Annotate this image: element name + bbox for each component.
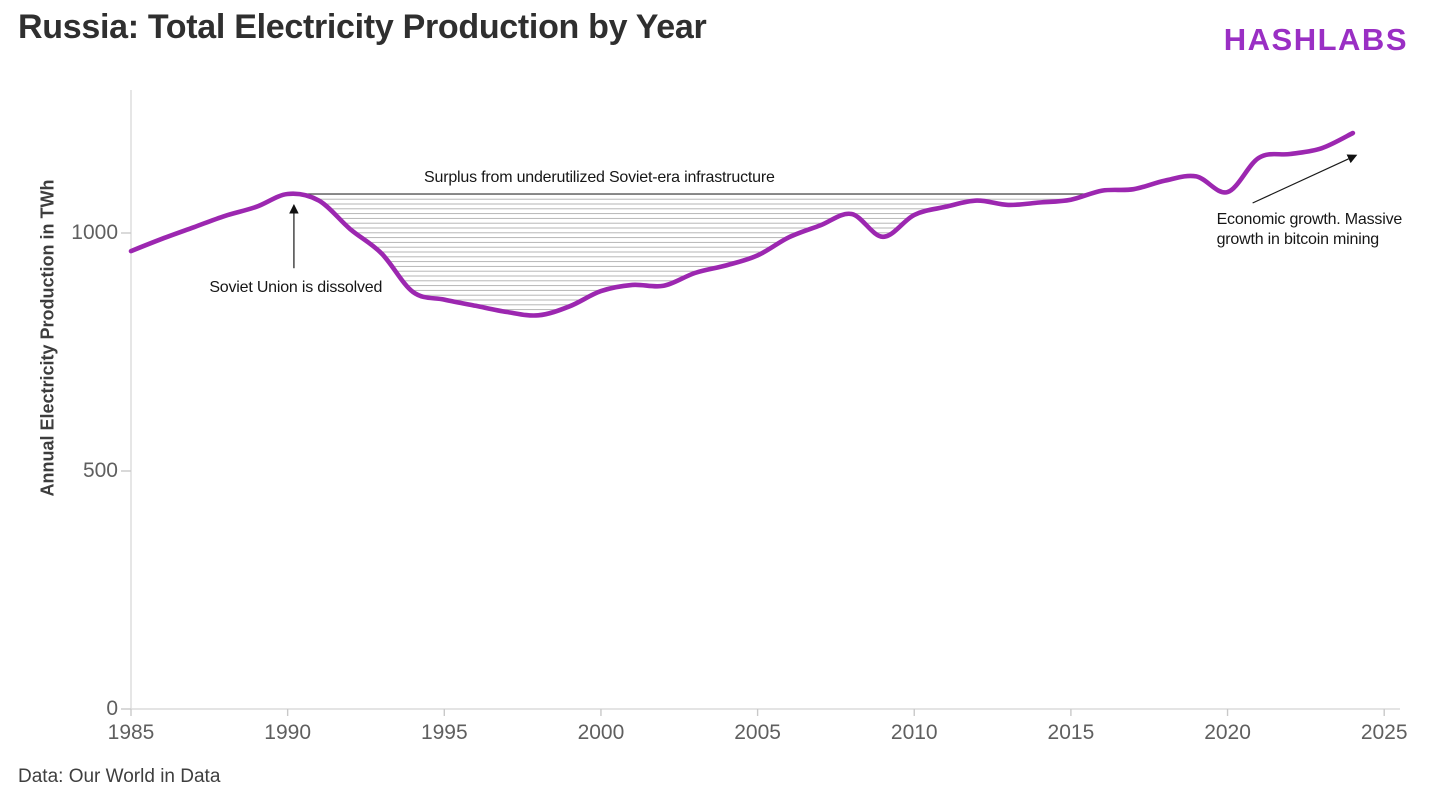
hashlabs-logo: HASHLABS <box>1223 22 1408 57</box>
surplus-hatch-area <box>287 194 1091 316</box>
x-tick-label: 2020 <box>1204 721 1251 744</box>
annotation-economic-growth: Economic growth. Massive growth in bitcoi… <box>1216 211 1403 249</box>
axes <box>121 90 1400 716</box>
annotation-soviet-dissolved: Soviet Union is dissolved <box>209 278 383 296</box>
page-title: Russia: Total Electricity Production by … <box>18 8 707 46</box>
x-tick-label: 1990 <box>264 721 311 744</box>
data-source: Data: Our World in Data <box>18 766 221 787</box>
y-tick-label: 0 <box>106 697 118 720</box>
annotation-surplus: Surplus from underutilized Soviet-era in… <box>424 168 775 186</box>
annotation-arrows <box>289 154 1358 269</box>
x-tick-label: 2005 <box>734 721 781 744</box>
y-tick-label: 500 <box>82 459 118 482</box>
x-tick-label: 2010 <box>890 721 938 744</box>
x-tick-label: 1995 <box>420 721 468 744</box>
x-tick-label: 1985 <box>107 721 155 744</box>
y-tick-label: 1000 <box>71 221 118 244</box>
production-line <box>128 130 1356 318</box>
x-tick-label: 2000 <box>577 721 625 744</box>
x-tick-label: 2015 <box>1047 721 1095 744</box>
x-tick-label: 2025 <box>1360 721 1408 744</box>
